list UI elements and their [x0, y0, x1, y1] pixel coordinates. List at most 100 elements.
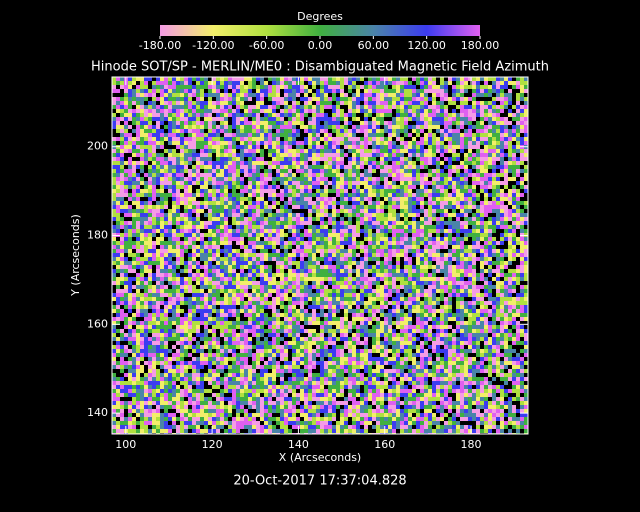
- image-cell: [180, 245, 184, 249]
- image-cell: [260, 165, 264, 169]
- image-cell: [404, 189, 408, 193]
- image-cell: [476, 153, 480, 157]
- image-cell: [300, 213, 304, 217]
- image-cell: [208, 129, 212, 133]
- image-cell: [204, 245, 208, 249]
- image-cell: [328, 137, 332, 141]
- image-cell: [348, 105, 352, 109]
- image-cell: [176, 121, 180, 125]
- image-cell: [168, 233, 172, 237]
- image-cell: [220, 221, 224, 225]
- image-cell: [476, 109, 480, 113]
- image-cell: [144, 181, 148, 185]
- image-cell: [292, 261, 296, 265]
- image-cell: [480, 101, 484, 105]
- image-cell: [272, 205, 276, 209]
- image-cell: [400, 261, 404, 265]
- image-cell: [204, 217, 208, 221]
- image-cell: [464, 161, 468, 165]
- image-cell: [448, 245, 452, 249]
- image-cell: [316, 189, 320, 193]
- image-cell: [284, 77, 288, 81]
- image-cell: [136, 113, 140, 117]
- image-cell: [148, 157, 152, 161]
- image-cell: [496, 157, 500, 161]
- image-cell: [148, 173, 152, 177]
- image-cell: [452, 241, 456, 245]
- image-cell: [276, 233, 280, 237]
- image-cell: [312, 145, 316, 149]
- image-cell: [524, 125, 528, 129]
- image-cell: [372, 97, 376, 101]
- image-cell: [472, 89, 476, 93]
- image-cell: [288, 213, 292, 217]
- image-cell: [208, 81, 212, 85]
- image-cell: [164, 137, 168, 141]
- image-cell: [464, 153, 468, 157]
- colorbar-label: Degrees: [297, 10, 343, 23]
- image-cell: [416, 125, 420, 129]
- image-cell: [364, 213, 368, 217]
- image-cell: [220, 205, 224, 209]
- image-cell: [264, 85, 268, 89]
- image-cell: [392, 177, 396, 181]
- image-cell: [152, 157, 156, 161]
- image-cell: [120, 213, 124, 217]
- image-cell: [500, 177, 504, 181]
- image-cell: [448, 201, 452, 205]
- image-cell: [484, 221, 488, 225]
- image-cell: [380, 245, 384, 249]
- image-cell: [216, 81, 220, 85]
- image-cell: [192, 169, 196, 173]
- image-cell: [112, 125, 116, 129]
- image-cell: [508, 189, 512, 193]
- image-cell: [472, 197, 476, 201]
- image-cell: [276, 109, 280, 113]
- image-cell: [468, 117, 472, 121]
- image-cell: [360, 173, 364, 177]
- image-cell: [392, 105, 396, 109]
- image-cell: [112, 85, 116, 89]
- image-cell: [216, 137, 220, 141]
- image-cell: [328, 241, 332, 245]
- image-cell: [136, 137, 140, 141]
- image-cell: [420, 161, 424, 165]
- image-cell: [428, 257, 432, 261]
- image-cell: [216, 93, 220, 97]
- image-cell: [448, 93, 452, 97]
- image-cell: [176, 169, 180, 173]
- image-cell: [464, 169, 468, 173]
- image-cell: [460, 141, 464, 145]
- image-cell: [496, 137, 500, 141]
- image-cell: [444, 261, 448, 265]
- image-cell: [468, 261, 472, 265]
- image-cell: [480, 193, 484, 197]
- image-cell: [412, 93, 416, 97]
- image-cell: [208, 209, 212, 213]
- image-cell: [476, 157, 480, 161]
- image-cell: [424, 205, 428, 209]
- image-cell: [180, 133, 184, 137]
- image-cell: [440, 261, 444, 265]
- image-cell: [496, 125, 500, 129]
- image-cell: [280, 113, 284, 117]
- image-cell: [460, 209, 464, 213]
- image-cell: [340, 89, 344, 93]
- image-cell: [516, 261, 520, 265]
- image-cell: [524, 157, 528, 161]
- image-cell: [164, 77, 168, 81]
- image-cell: [140, 193, 144, 197]
- image-cell: [320, 245, 324, 249]
- image-cell: [188, 125, 192, 129]
- image-cell: [524, 197, 528, 201]
- image-cell: [436, 209, 440, 213]
- image-cell: [252, 237, 256, 241]
- image-cell: [300, 145, 304, 149]
- image-cell: [256, 85, 260, 89]
- image-cell: [192, 85, 196, 89]
- image-cell: [308, 205, 312, 209]
- image-cell: [152, 177, 156, 181]
- image-cell: [312, 249, 316, 253]
- image-cell: [304, 229, 308, 233]
- image-cell: [340, 265, 344, 269]
